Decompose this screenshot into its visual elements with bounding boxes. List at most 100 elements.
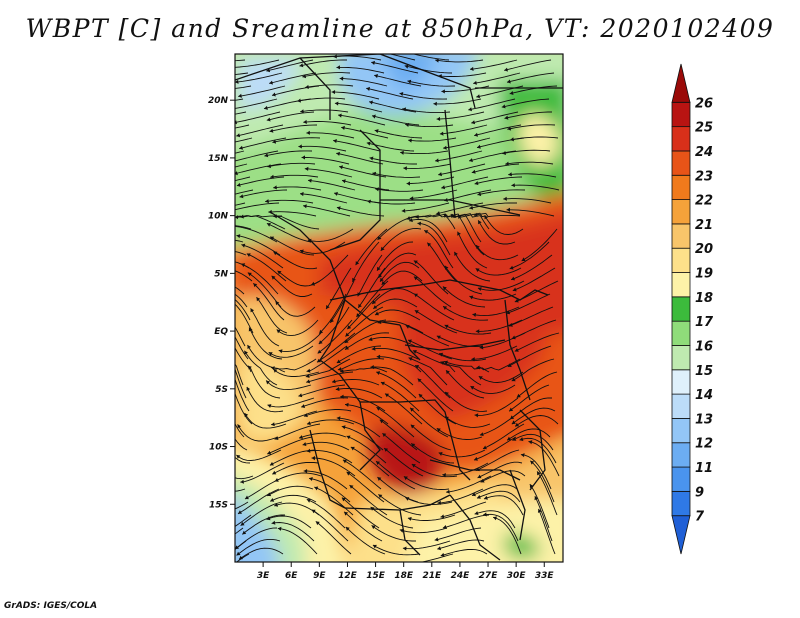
colorbar-labels: 7 9 11 12 13 14 15 16 17 18 19 20 21 22 23 24 25 26: [695, 96, 714, 524]
streamline-arrow: [445, 391, 449, 396]
streamline: [371, 347, 419, 360]
streamline-arrow: [427, 242, 432, 247]
lat-tick-label: 15S: [209, 500, 228, 510]
streamline-arrow: [509, 322, 513, 327]
streamline: [235, 303, 254, 334]
streamline-arrow: [372, 544, 377, 549]
streamline: [406, 176, 455, 185]
streamline-arrow: [413, 260, 418, 265]
streamline-arrow: [415, 214, 419, 219]
streamline-arrow: [469, 205, 474, 210]
streamline: [345, 526, 386, 555]
streamline: [311, 457, 356, 477]
colorbar-label: 26: [695, 96, 713, 111]
streamline-arrow: [470, 386, 475, 390]
streamline-arrow: [301, 155, 305, 160]
streamline: [477, 189, 526, 196]
streamline-arrow: [469, 295, 474, 300]
streamline-arrow: [443, 306, 447, 310]
streamline-arrow: [385, 393, 389, 398]
streamline: [440, 501, 487, 518]
streamline: [266, 59, 314, 72]
streamline-arrow: [378, 494, 383, 499]
streamline-arrow: [474, 212, 478, 217]
streamline: [272, 137, 321, 143]
streamline: [308, 477, 351, 503]
streamline-arrow: [405, 324, 410, 329]
streamline: [438, 72, 487, 77]
streamline-arrow: [440, 514, 445, 519]
streamline: [413, 293, 455, 321]
streamline: [235, 124, 250, 129]
streamline-arrow: [411, 443, 416, 448]
streamline-arrow: [272, 92, 276, 97]
streamline: [235, 286, 245, 295]
streamline-arrow: [438, 172, 442, 177]
streamline: [331, 91, 380, 100]
streamline-arrow: [366, 86, 370, 91]
streamline: [267, 436, 313, 455]
streamline-arrow: [306, 379, 311, 384]
streamline: [512, 267, 556, 292]
streamline-arrow: [267, 492, 272, 497]
streamline: [483, 495, 524, 516]
streamline-arrow: [269, 461, 274, 466]
grads-credit: GrADS: IGES/COLA: [4, 601, 98, 611]
streamline-arrow: [411, 464, 416, 468]
colorbar-label: 9: [695, 485, 704, 500]
streamline-arrow: [299, 435, 303, 439]
streamline: [378, 494, 422, 516]
streamline: [244, 412, 287, 429]
streamline-arrow: [271, 520, 276, 525]
streamline-arrow: [509, 407, 514, 412]
streamline: [528, 441, 560, 477]
streamline-arrow: [515, 422, 520, 427]
streamline-arrow: [369, 156, 374, 161]
streamline-arrow: [454, 251, 458, 256]
colorbar-label: 21: [695, 218, 713, 233]
streamline: [505, 161, 554, 165]
streamline-arrow: [507, 79, 511, 84]
streamline: [407, 80, 456, 87]
lat-tick-label: 15N: [208, 154, 229, 164]
streamline-arrow: [273, 251, 278, 256]
colorbar-label: 18: [695, 291, 713, 306]
streamline: [521, 228, 558, 262]
streamline: [299, 241, 346, 254]
streamline: [270, 494, 317, 503]
streamline: [341, 126, 389, 139]
streamline-arrow: [507, 436, 512, 441]
streamline: [501, 98, 550, 108]
streamline: [345, 306, 384, 337]
streamline-arrow: [340, 394, 344, 399]
streamline-arrow: [469, 158, 473, 163]
streamline: [236, 176, 285, 187]
streamline: [235, 540, 247, 551]
streamline: [306, 132, 355, 139]
streamline: [371, 115, 420, 126]
streamline: [520, 454, 552, 490]
streamline-arrow: [304, 166, 309, 171]
streamline: [475, 244, 519, 261]
streamline: [329, 280, 355, 323]
streamline: [336, 206, 385, 217]
colorbar-label: 23: [695, 169, 713, 184]
streamline-arrow: [414, 293, 418, 298]
streamline-arrow: [402, 107, 407, 112]
streamline: [378, 252, 417, 279]
streamline: [477, 461, 523, 479]
lat-tick-label: EQ: [214, 327, 228, 337]
streamline-arrow: [444, 265, 449, 270]
streamline: [256, 296, 288, 334]
streamline: [240, 215, 286, 230]
streamline: [442, 514, 490, 529]
colorbar-box: [671, 199, 691, 225]
streamline: [235, 189, 254, 195]
streamline: [504, 59, 552, 71]
lon-tick-label: 21E: [422, 571, 442, 581]
colorbar-box: [671, 490, 691, 517]
streamline: [457, 214, 485, 256]
streamline-arrow: [502, 151, 506, 155]
streamline-arrow: [471, 120, 476, 125]
streamline: [235, 377, 250, 412]
